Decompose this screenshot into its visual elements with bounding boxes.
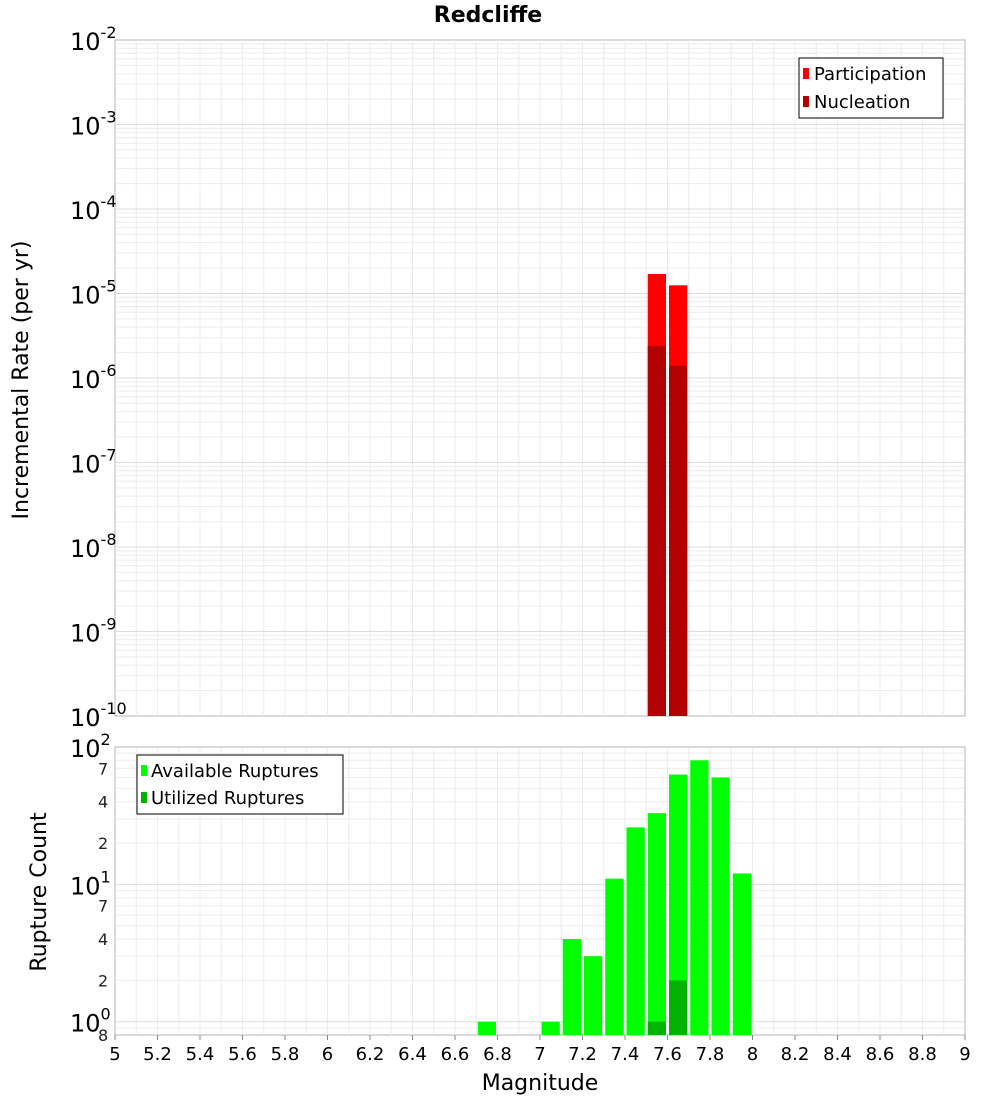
x-tick-label: 8.8 <box>908 1044 937 1065</box>
rupture-y-tick-label: 102 <box>70 730 111 763</box>
utilized-legend-swatch <box>141 792 147 803</box>
rupture-bar-available-ruptures <box>562 939 581 1035</box>
rupture-bar-available-ruptures <box>690 760 709 1035</box>
rate-gridlines <box>115 40 965 716</box>
rupture-y-minor-label: 4 <box>98 793 108 812</box>
x-tick-label: 8.4 <box>823 1044 852 1065</box>
rupture-bar-available-ruptures <box>605 878 624 1035</box>
rupture-bar-utilized-ruptures <box>669 980 688 1035</box>
rate-y-tick-label: 10-8 <box>70 530 117 563</box>
rate-y-tick-label: 10-10 <box>70 699 127 732</box>
magnitude-x-ticks: 5 5.2 5.4 5.6 5.8 6 6.2 6.4 6.6 6.8 7 7.2 7.4 7.6 7.8 8… <box>109 1035 971 1065</box>
x-tick-label: 7 <box>534 1044 545 1065</box>
x-tick-label: 6.6 <box>441 1044 470 1065</box>
x-tick-label: 8.6 <box>866 1044 895 1065</box>
x-tick-label: 5 <box>109 1044 120 1065</box>
available-legend-swatch <box>141 765 147 776</box>
nucleation-legend-label: Nucleation <box>814 92 910 113</box>
rate-bars <box>647 274 688 716</box>
rate-y-tick-label: 10-2 <box>70 23 117 56</box>
rate-y-tick-label: 10-3 <box>70 108 117 141</box>
rate-y-tick-label: 10-6 <box>70 361 117 394</box>
rupture-y-ticks: 102 101 100 7 4 2 7 4 2 8 <box>70 730 111 1045</box>
rupture-bar-available-ruptures <box>647 813 666 1035</box>
rate-legend: Participation Nucleation <box>798 57 944 119</box>
rupture-y-tick-label: 101 <box>70 867 111 900</box>
x-tick-label: 8 <box>747 1044 758 1065</box>
rate-y-tick-label: 10-4 <box>70 192 117 225</box>
x-tick-label: 5.6 <box>228 1044 257 1065</box>
rupture-legend: Available Ruptures Utilized Ruptures <box>136 754 344 815</box>
rate-bar-nucleation <box>647 345 666 716</box>
rate-y-ticks: 10-2 10-3 10-4 10-5 10-6 10-7 10-8 10-9 10-10 <box>70 23 127 732</box>
rupture-bar-available-ruptures <box>669 774 688 1035</box>
rupture-y-axis-label: Rupture Count <box>27 812 52 972</box>
rupture-y-minor-label: 7 <box>98 897 108 916</box>
x-tick-label: 5.8 <box>271 1044 300 1065</box>
rate-y-tick-label: 10-5 <box>70 277 117 310</box>
rupture-y-minor-label: 2 <box>98 834 108 853</box>
rupture-bar-available-ruptures <box>477 1021 496 1035</box>
rate-y-tick-label: 10-9 <box>70 615 117 648</box>
rupture-count-chart: 102 101 100 7 4 2 7 4 2 8 5 5.2 5.4 5.6 5.8 6 6.2 6.4 6.6… <box>27 730 971 1096</box>
rupture-bar-available-ruptures <box>626 827 645 1035</box>
rupture-y-minor-label: 7 <box>98 759 108 778</box>
rupture-bars <box>477 760 751 1035</box>
chart-title: Redcliffe <box>434 3 542 28</box>
rate-bar-nucleation <box>669 365 688 716</box>
x-tick-label: 7.8 <box>696 1044 725 1065</box>
x-tick-label: 9 <box>959 1044 970 1065</box>
rupture-legend-box <box>136 754 344 815</box>
rupture-bar-available-ruptures <box>732 873 751 1035</box>
rupture-bar-utilized-ruptures <box>647 1021 666 1035</box>
rupture-bar-available-ruptures <box>584 956 603 1035</box>
rate-legend-box <box>798 57 944 119</box>
participation-legend-swatch <box>803 68 809 79</box>
nucleation-legend-swatch <box>803 96 809 107</box>
magnitude-x-axis-label: Magnitude <box>482 1071 599 1096</box>
x-tick-label: 6.2 <box>356 1044 385 1065</box>
x-tick-label: 5.2 <box>143 1044 172 1065</box>
rupture-y-minor-label: 2 <box>98 971 108 990</box>
x-tick-label: 6.8 <box>483 1044 512 1065</box>
available-legend-label: Available Ruptures <box>151 761 319 782</box>
utilized-legend-label: Utilized Ruptures <box>151 788 304 809</box>
x-tick-label: 5.4 <box>186 1044 215 1065</box>
rate-y-tick-label: 10-7 <box>70 446 117 479</box>
x-tick-label: 8.2 <box>781 1044 810 1065</box>
x-tick-label: 6 <box>322 1044 333 1065</box>
rupture-bar-available-ruptures <box>541 1021 560 1035</box>
x-tick-label: 7.2 <box>568 1044 597 1065</box>
rate-y-axis-label: Incremental Rate (per yr) <box>9 241 34 520</box>
x-tick-label: 7.4 <box>611 1044 640 1065</box>
rupture-y-minor-label: 8 <box>98 1026 108 1045</box>
participation-legend-label: Participation <box>814 64 926 85</box>
rupture-y-minor-label: 4 <box>98 930 108 949</box>
rate-chart: 10-2 10-3 10-4 10-5 10-6 10-7 10-8 10-9 10-10 In… <box>9 23 966 732</box>
x-tick-label: 7.6 <box>653 1044 682 1065</box>
rupture-y-tick-label: 100 <box>70 1005 111 1038</box>
rupture-bar-available-ruptures <box>711 777 730 1035</box>
x-tick-label: 6.4 <box>398 1044 427 1065</box>
